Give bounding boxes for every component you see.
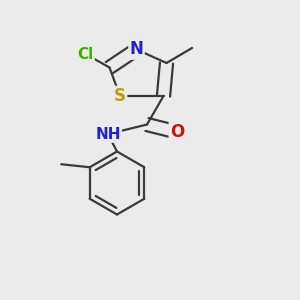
Text: N: N xyxy=(130,40,143,58)
Text: O: O xyxy=(170,123,184,141)
Text: NH: NH xyxy=(95,127,121,142)
Text: S: S xyxy=(114,87,126,105)
Text: Cl: Cl xyxy=(77,46,94,62)
